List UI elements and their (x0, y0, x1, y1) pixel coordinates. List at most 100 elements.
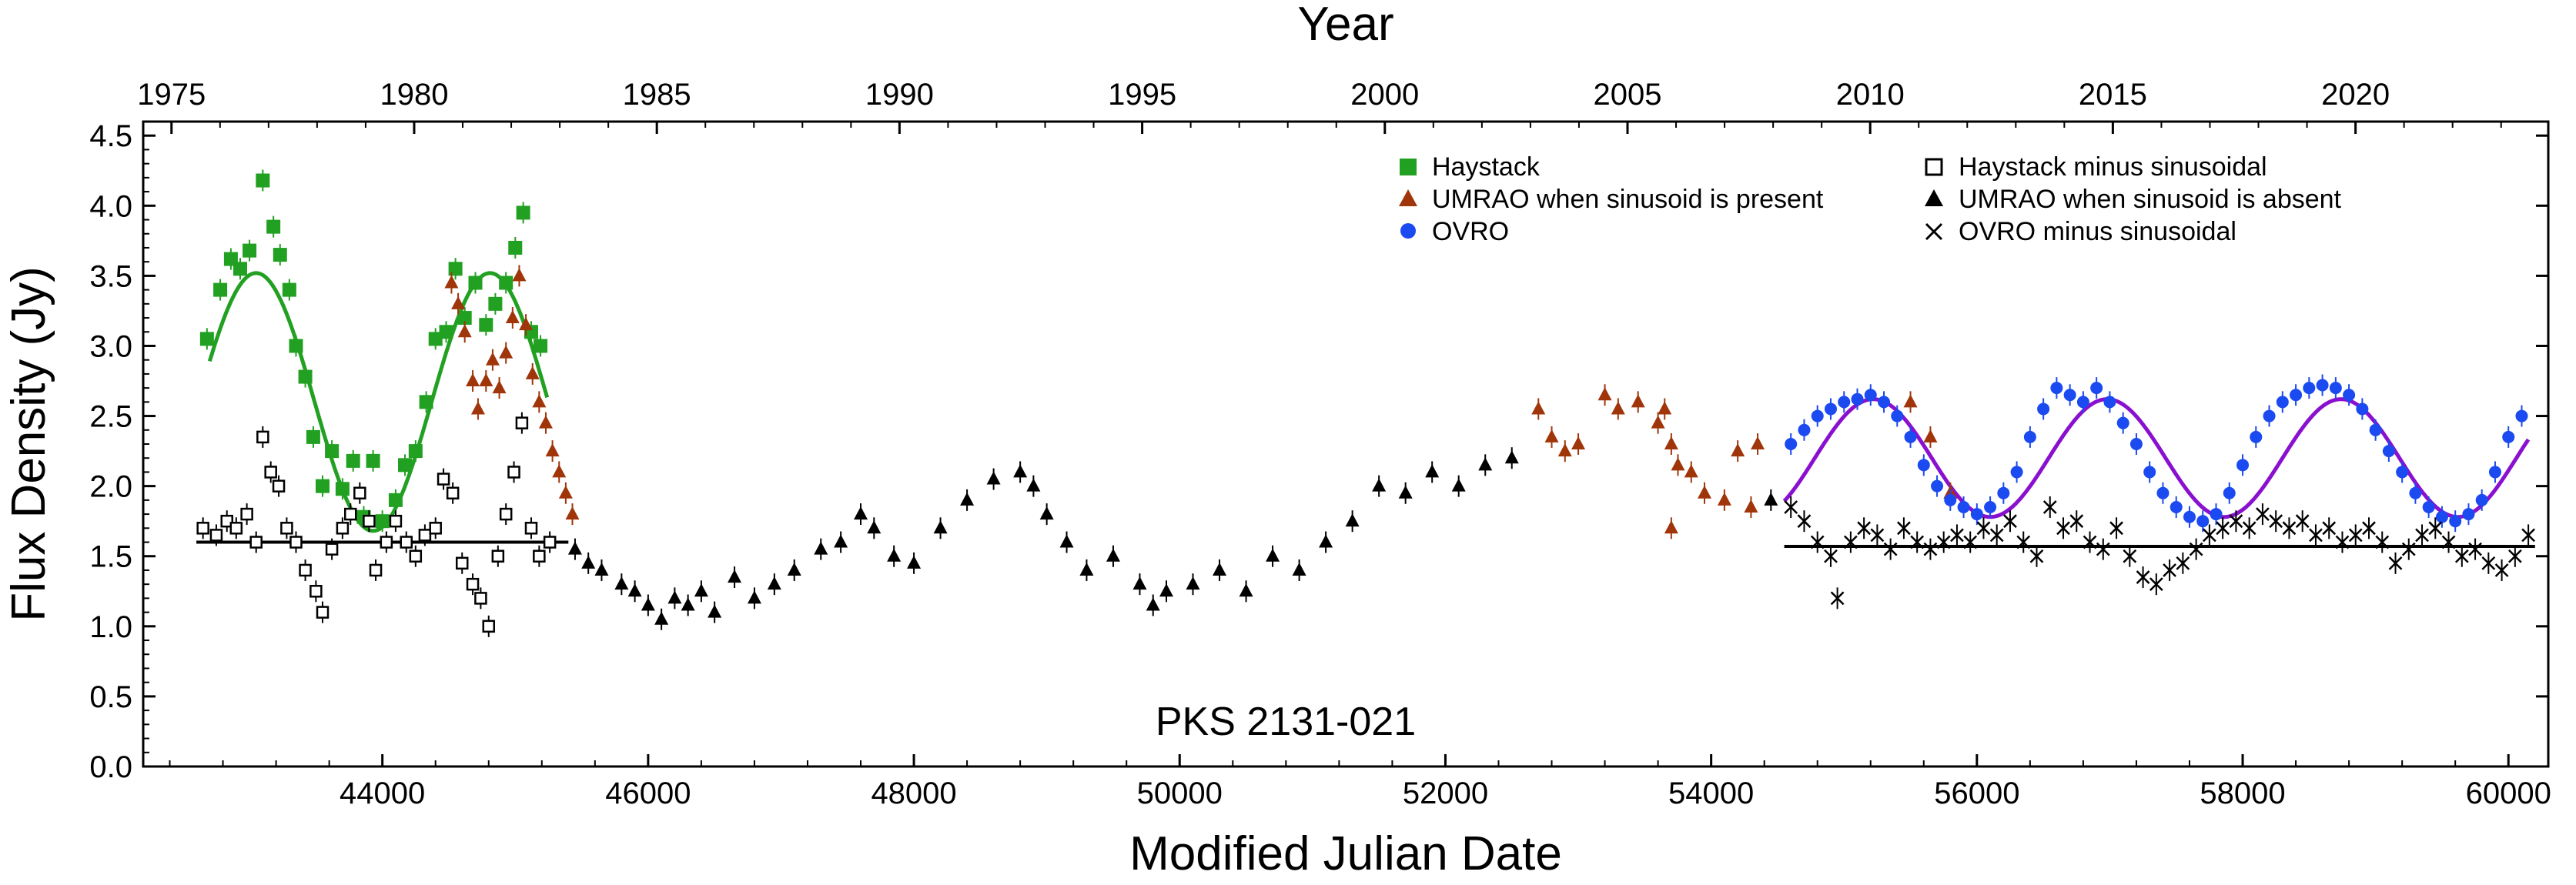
data-point-umrao-absent (614, 576, 629, 590)
data-point-haystack (289, 339, 303, 353)
data-point-haystack-minus (220, 514, 233, 528)
data-point-haystack-minus (249, 536, 263, 549)
data-point-haystack (448, 262, 463, 276)
top-tick-label: 1990 (865, 78, 934, 112)
data-point-umrao-absent (867, 520, 882, 534)
data-point-ovro (2303, 382, 2316, 395)
data-point-ovro-minus (2269, 514, 2283, 529)
y-tick-label: 0.5 (89, 680, 132, 714)
data-point-haystack-minus (264, 466, 277, 479)
data-point-ovro (2329, 382, 2342, 395)
data-point-ovro (2462, 508, 2475, 521)
data-point-ovro (2210, 508, 2223, 521)
sinusoid-fit-line (1782, 397, 2531, 519)
data-point-haystack-minus (499, 507, 513, 521)
data-point-haystack (479, 318, 493, 332)
x-tick-label: 48000 (871, 776, 956, 810)
data-point-umrao-absent (1266, 548, 1280, 562)
data-point-haystack (375, 514, 390, 529)
y-tick-label: 1.0 (89, 610, 132, 644)
data-point-ovro-minus (2202, 528, 2216, 543)
x-tick-labels: 44000 46000 48000 50000 52000 54000 56000 58000… (340, 776, 2551, 810)
data-point-umrao-absent (1425, 464, 1440, 478)
data-point-haystack-minus (325, 543, 339, 556)
data-point-haystack-minus (380, 536, 393, 549)
data-point-umrao-absent (567, 541, 582, 555)
data-point-ovro-minus (1963, 535, 1978, 549)
data-point-haystack (233, 262, 247, 276)
data-points (196, 169, 2535, 637)
top-tick-label: 1980 (380, 78, 448, 112)
data-point-ovro-minus (1989, 528, 2004, 543)
data-point-umrao-absent (1345, 513, 1360, 527)
data-point-umrao-absent (1146, 597, 1160, 611)
data-point-umrao-present (1531, 401, 1546, 415)
data-point-ovro-minus (1830, 591, 1845, 606)
top-tick-label: 2020 (2321, 78, 2390, 112)
data-point-haystack-minus (429, 522, 442, 535)
data-point-haystack (428, 332, 443, 346)
data-point-haystack (508, 240, 523, 255)
data-point-umrao-present (1631, 394, 1645, 408)
data-point-umrao-present (499, 345, 514, 359)
legend-label-ovro: OVRO (1432, 217, 1509, 246)
data-point-haystack-minus (344, 507, 357, 521)
y-tick-label: 3.0 (89, 329, 132, 363)
data-point-umrao-present (1597, 387, 1612, 401)
data-point-ovro (2037, 402, 2050, 416)
data-point-haystack-minus (209, 529, 223, 542)
data-point-ovro (2223, 486, 2236, 499)
data-point-umrao-absent (933, 520, 948, 534)
data-point-ovro (1851, 392, 1864, 406)
data-point-umrao-present (1571, 436, 1586, 449)
data-point-umrao-absent (681, 597, 695, 611)
data-point-umrao-absent (907, 555, 922, 569)
data-point-umrao-absent (728, 569, 742, 583)
sinusoid-fits (207, 271, 2531, 533)
data-point-haystack-minus (363, 514, 376, 528)
data-point-ovro-minus (2309, 528, 2323, 543)
data-point-umrao-present (545, 443, 560, 457)
data-point-ovro (1878, 396, 1891, 409)
data-point-umrao-present (1751, 436, 1765, 449)
sinusoid-fit-line (207, 271, 550, 533)
y-tick-label: 3.5 (89, 259, 132, 293)
data-point-ovro (2263, 409, 2276, 422)
data-point-haystack-minus (369, 563, 383, 577)
data-point-ovro (2103, 396, 2116, 409)
data-point-umrao-present (1664, 436, 1678, 449)
top-tick-label: 2015 (2079, 78, 2147, 112)
data-point-ovro (1984, 500, 1997, 513)
legend-marker-umrao-absent (1925, 189, 1943, 206)
legend-marker-ovro (1400, 223, 1416, 239)
data-point-ovro-minus (2348, 528, 2363, 543)
data-point-ovro-minus (1784, 500, 1798, 514)
data-point-ovro (2449, 515, 2462, 528)
data-point-umrao-absent (854, 506, 868, 520)
data-point-umrao-absent (694, 583, 708, 597)
data-point-ovro-minus (1870, 528, 1885, 543)
data-point-ovro (2316, 379, 2329, 392)
top-tick-label: 2010 (1836, 78, 1905, 112)
data-point-umrao-present (1731, 443, 1745, 457)
data-point-haystack-minus (229, 522, 243, 535)
data-point-ovro-minus (1824, 549, 1838, 563)
data-point-umrao-present (1557, 443, 1572, 457)
data-point-umrao-absent (1079, 562, 1094, 576)
data-point-haystack (457, 311, 472, 326)
data-point-haystack-minus (533, 549, 546, 563)
data-point-haystack (199, 332, 214, 346)
data-point-umrao-absent (1106, 548, 1120, 562)
data-point-umrao-absent (747, 590, 761, 604)
data-point-ovro-minus (2428, 521, 2443, 536)
x-tick-label: 56000 (1934, 776, 2019, 810)
data-point-haystack-minus (482, 620, 496, 633)
data-point-haystack-minus (299, 563, 312, 577)
data-point-umrao-present (1611, 401, 1625, 415)
data-point-ovro-minus (2454, 549, 2469, 563)
data-point-ovro (2129, 438, 2143, 450)
data-point-ovro (2250, 430, 2263, 443)
data-point-ovro (2183, 510, 2196, 523)
data-point-ovro-minus (2242, 521, 2257, 536)
data-point-umrao-present (1717, 492, 1731, 506)
